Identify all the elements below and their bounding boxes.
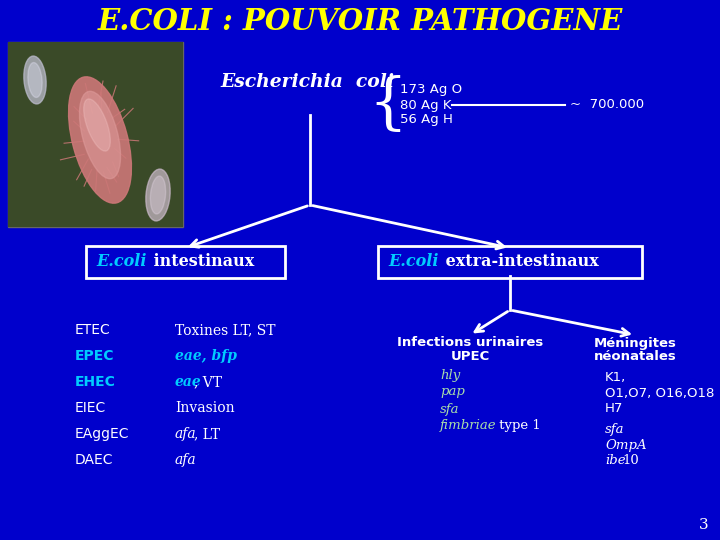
Text: intestinaux: intestinaux <box>148 253 254 271</box>
Text: Escherichia  coli: Escherichia coli <box>220 73 394 91</box>
Ellipse shape <box>79 91 120 179</box>
Ellipse shape <box>146 169 170 221</box>
FancyBboxPatch shape <box>86 246 285 278</box>
Ellipse shape <box>150 176 166 214</box>
Ellipse shape <box>28 63 42 97</box>
Text: pap: pap <box>440 386 465 399</box>
Text: eae: eae <box>175 375 202 389</box>
Text: EIEC: EIEC <box>75 401 107 415</box>
Text: afa: afa <box>175 453 197 467</box>
Text: afa: afa <box>175 427 197 441</box>
Text: , VT: , VT <box>194 375 222 389</box>
Text: EAggEC: EAggEC <box>75 427 130 441</box>
Ellipse shape <box>68 77 132 203</box>
Text: type 1: type 1 <box>495 420 541 433</box>
Ellipse shape <box>24 56 46 104</box>
Text: 80 Ag K: 80 Ag K <box>400 98 451 111</box>
Text: 3: 3 <box>698 518 708 532</box>
Text: E.COLI : POUVOIR PATHOGENE: E.COLI : POUVOIR PATHOGENE <box>97 8 623 37</box>
Text: extra-intestinaux: extra-intestinaux <box>440 253 599 271</box>
Text: EHEC: EHEC <box>75 375 116 389</box>
FancyBboxPatch shape <box>8 42 183 227</box>
Text: néonatales: néonatales <box>593 350 676 363</box>
Text: EPEC: EPEC <box>75 349 114 363</box>
Text: O1,O7, O16,O18: O1,O7, O16,O18 <box>605 387 714 400</box>
Text: ETEC: ETEC <box>75 323 111 337</box>
Text: 56 Ag H: 56 Ag H <box>400 113 453 126</box>
Text: hly: hly <box>440 368 460 381</box>
Text: H7: H7 <box>605 402 624 415</box>
Text: DAEC: DAEC <box>75 453 114 467</box>
Text: Méningites: Méningites <box>593 336 676 349</box>
Text: , LT: , LT <box>194 427 220 441</box>
Text: ibe: ibe <box>605 454 626 467</box>
Text: UPEC: UPEC <box>451 350 490 363</box>
Text: 173 Ag O: 173 Ag O <box>400 84 462 97</box>
Text: 10: 10 <box>622 454 639 467</box>
Text: Infections urinaires: Infections urinaires <box>397 336 543 349</box>
Text: ~  700.000: ~ 700.000 <box>570 98 644 111</box>
Ellipse shape <box>84 99 110 151</box>
Text: E.coli: E.coli <box>388 253 438 271</box>
Text: OmpA: OmpA <box>605 438 647 451</box>
FancyBboxPatch shape <box>8 42 183 227</box>
Text: fimbriae: fimbriae <box>440 420 497 433</box>
Text: Toxines LT, ST: Toxines LT, ST <box>175 323 276 337</box>
Text: sfa: sfa <box>605 423 624 436</box>
Text: sfa: sfa <box>440 402 459 415</box>
Text: {: { <box>369 75 408 135</box>
Text: eae, bfp: eae, bfp <box>175 349 237 363</box>
Text: Invasion: Invasion <box>175 401 235 415</box>
FancyBboxPatch shape <box>378 246 642 278</box>
Text: K1,: K1, <box>605 372 626 384</box>
Text: E.coli: E.coli <box>96 253 146 271</box>
